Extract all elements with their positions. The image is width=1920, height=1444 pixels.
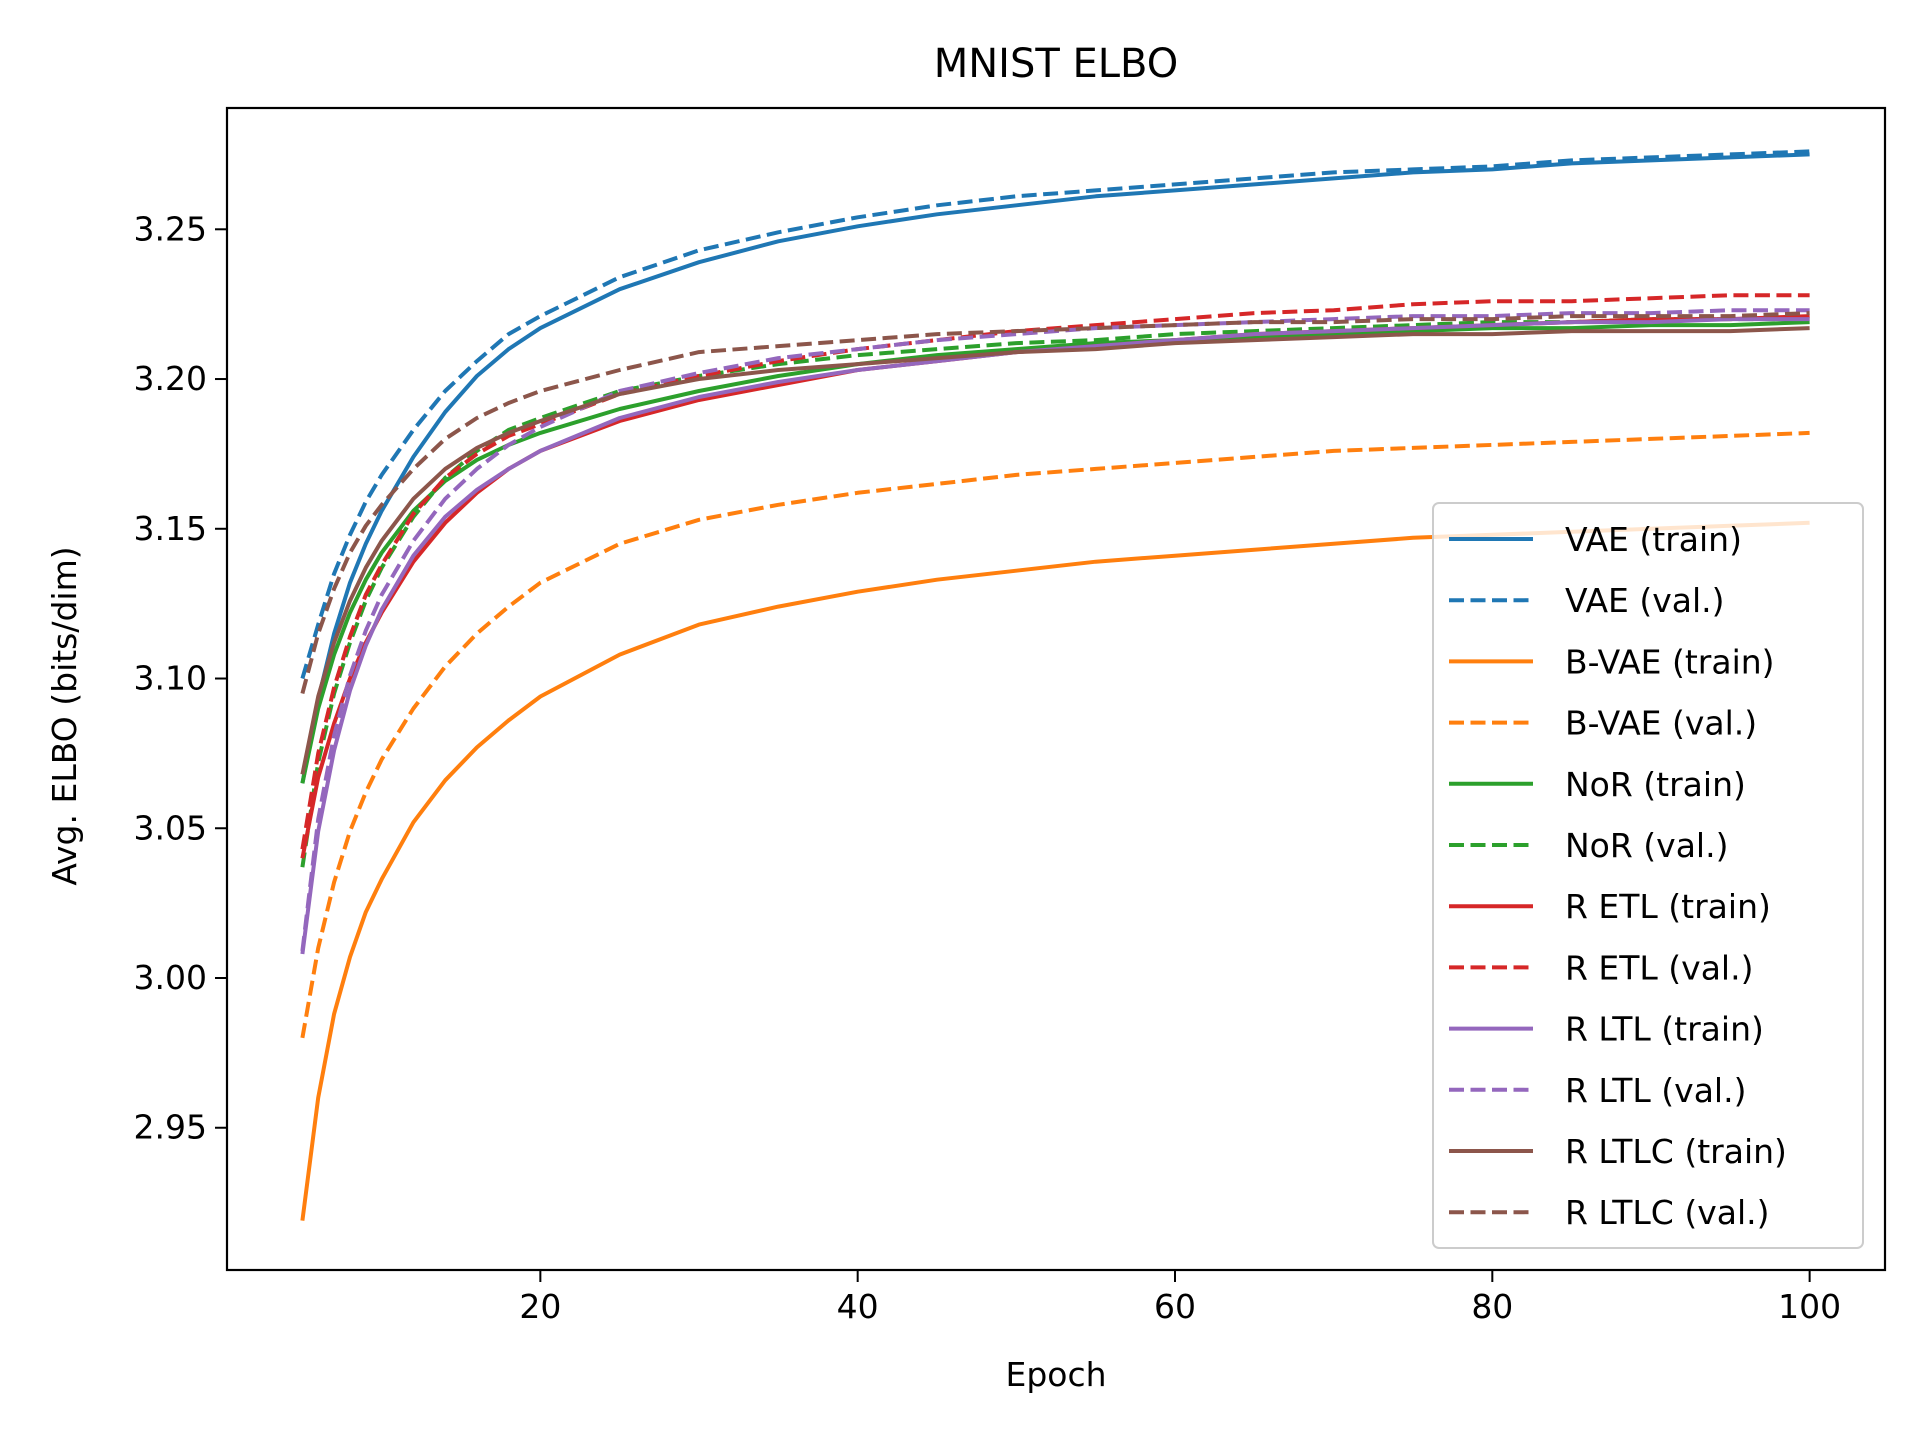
series-line-5 <box>300 317 1810 868</box>
series-line-4 <box>300 320 1810 784</box>
legend-label: R LTL (val.) <box>1565 1071 1746 1110</box>
y-tick-label: 3.25 <box>134 209 207 248</box>
x-axis-label: Epoch <box>1005 1355 1106 1394</box>
y-tick-label: 3.15 <box>134 509 207 548</box>
plot-area: 20 40 60 80 100 2.95 3.00 3.05 3.10 3.15 3.20 3.25 V… <box>134 106 1887 1326</box>
y-tick-label: 3.05 <box>134 808 207 847</box>
series-line-10 <box>300 326 1810 775</box>
legend-label: R LTLC (train) <box>1565 1132 1787 1171</box>
series-line-7 <box>300 293 1810 850</box>
y-tick-label: 3.10 <box>134 659 207 698</box>
chart-title: MNIST ELBO <box>934 41 1179 87</box>
axes-frame <box>225 106 1887 1272</box>
x-tick-label: 40 <box>837 1287 879 1326</box>
legend-label: R ETL (val.) <box>1565 948 1753 987</box>
series-line-1 <box>300 149 1810 680</box>
series-line-3 <box>300 430 1810 1039</box>
y-tick-label: 2.95 <box>134 1108 207 1147</box>
legend-label: B-VAE (val.) <box>1565 704 1757 743</box>
series-line-8 <box>300 317 1810 955</box>
legend-label: B-VAE (train) <box>1565 642 1775 681</box>
legend-label: NoR (train) <box>1565 765 1746 804</box>
series-line-11 <box>300 311 1810 695</box>
legend-label: R LTL (train) <box>1565 1010 1764 1049</box>
x-tick-label: 20 <box>519 1287 561 1326</box>
y-tick-label: 3.00 <box>134 958 207 997</box>
legend-label: R ETL (train) <box>1565 887 1771 926</box>
series-line-0 <box>300 152 1810 784</box>
x-tick-label: 60 <box>1154 1287 1196 1326</box>
y-tick-label: 3.20 <box>134 359 207 398</box>
legend-label: VAE (val.) <box>1565 581 1725 620</box>
x-tick-label: 100 <box>1778 1287 1841 1326</box>
legend-label: NoR (val.) <box>1565 826 1728 865</box>
legend-box <box>1432 502 1864 1249</box>
series-line-9 <box>300 308 1810 952</box>
legend-label: VAE (train) <box>1565 520 1742 559</box>
legend-label: R LTLC (val.) <box>1565 1193 1770 1232</box>
x-tick-label: 80 <box>1471 1287 1513 1326</box>
y-axis-label: Avg. ELBO (bits/dim) <box>45 546 84 885</box>
